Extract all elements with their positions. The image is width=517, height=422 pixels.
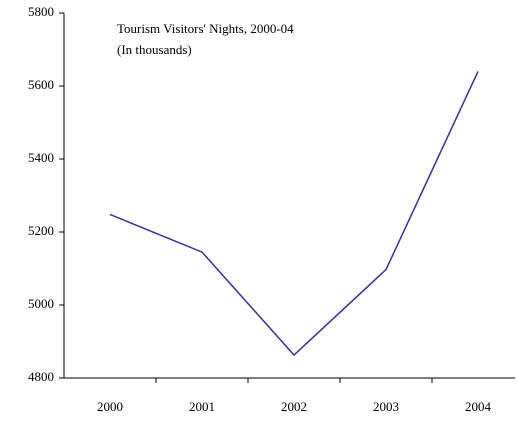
y-tick-label: 5200 (28, 223, 54, 238)
x-tick-label: 2004 (465, 399, 492, 414)
x-tick-label: 2002 (281, 399, 307, 414)
line (109, 71, 479, 357)
y-tick-label: 5000 (28, 296, 54, 311)
y-tick-label: 5400 (28, 150, 54, 165)
x-tick-label: 2003 (373, 399, 399, 414)
x-tick-label: 2001 (189, 399, 215, 414)
chart-subtitle: (In thousands) (117, 42, 192, 57)
y-tick-label: 5800 (28, 4, 54, 19)
x-tick-label: 2000 (97, 399, 123, 414)
y-tick-label: 4800 (28, 369, 54, 384)
y-tick-label: 5600 (28, 77, 54, 92)
chart-title: Tourism Visitors' Nights, 2000-04 (117, 21, 294, 36)
